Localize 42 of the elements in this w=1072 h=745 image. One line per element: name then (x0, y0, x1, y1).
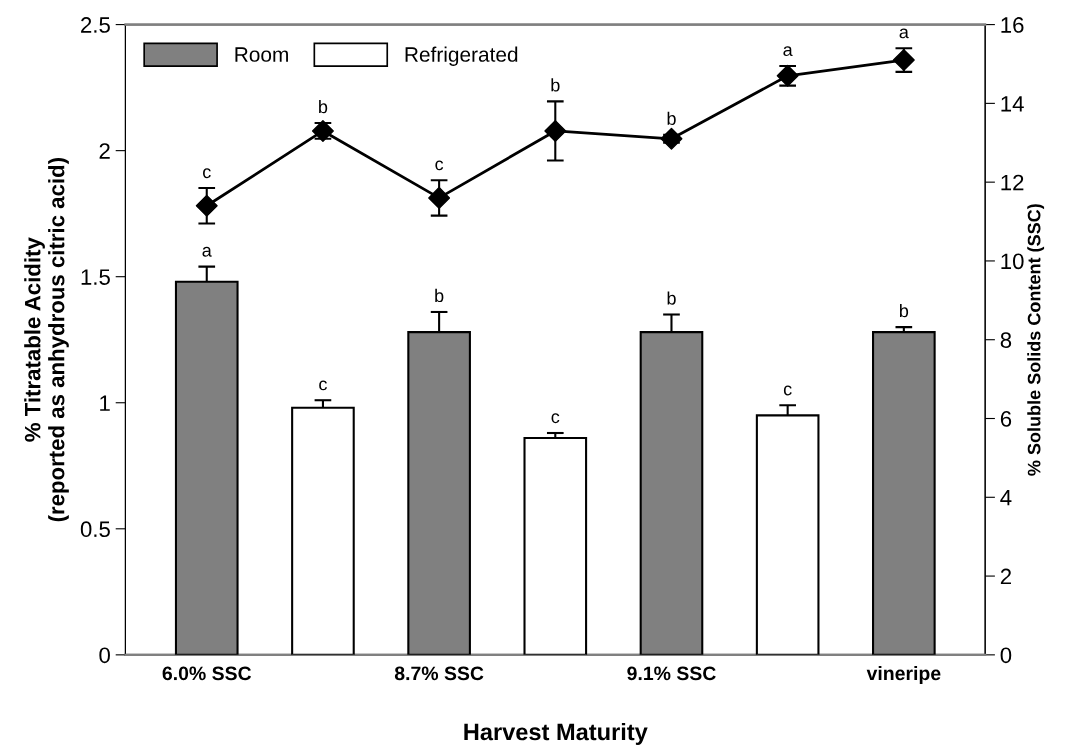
y-axis-title: % Titratable Acidity (reported as anhydrous citric acid) (24, 158, 69, 522)
y2-axis-title: % Soluble Solids Content (SSC) (1027, 204, 1045, 476)
data-label: c (319, 380, 327, 391)
data-label: c (551, 413, 560, 424)
y2-tick-label: 16 (1001, 17, 1024, 33)
legend-label: Refrigerated (405, 46, 518, 66)
y2-tick-label: 4 (1000, 490, 1012, 506)
y-tick-label: 0 (99, 647, 110, 664)
data-label: c (203, 168, 211, 179)
bar (523, 437, 588, 655)
y2-tick-label: 0 (1000, 647, 1012, 664)
data-label: a (899, 28, 909, 39)
data-label: b (667, 111, 676, 126)
data-label: b (667, 291, 676, 305)
y2-tick-label: 10 (1001, 253, 1024, 270)
y2-tick-label: 6 (1000, 411, 1012, 427)
point (428, 186, 451, 209)
y2-tick-label: 12 (1001, 174, 1024, 191)
legend-label: Room (235, 47, 288, 62)
data-label: c (783, 385, 792, 396)
point (195, 194, 218, 217)
x-axis-title: Harvest Maturity (464, 722, 648, 745)
y-tick-label: 1.5 (81, 269, 110, 285)
data-label: b (551, 78, 560, 92)
data-label: a (783, 46, 793, 57)
y-tick-label: 0.5 (80, 521, 110, 538)
x-tick-label: 8.7% SSC (394, 666, 484, 681)
y-tick-label: 2.5 (81, 17, 110, 33)
y2-tick-label: 14 (1001, 96, 1024, 112)
x-tick-label: 9.1% SSC (627, 666, 716, 681)
data-label: b (435, 288, 444, 303)
data-label: b (899, 303, 909, 318)
data-label: a (202, 246, 212, 257)
x-tick-label: vineripe (866, 665, 941, 685)
point (544, 119, 567, 142)
y2-tick-label: 8 (1000, 332, 1012, 348)
y-tick-label: 2 (99, 143, 110, 159)
y2-tick-label: 2 (1000, 568, 1011, 585)
x-tick-label: 6.0% SSC (162, 666, 252, 681)
data-label: b (319, 99, 328, 114)
data-label: c (435, 160, 444, 171)
y-tick-label: 1 (100, 395, 110, 411)
